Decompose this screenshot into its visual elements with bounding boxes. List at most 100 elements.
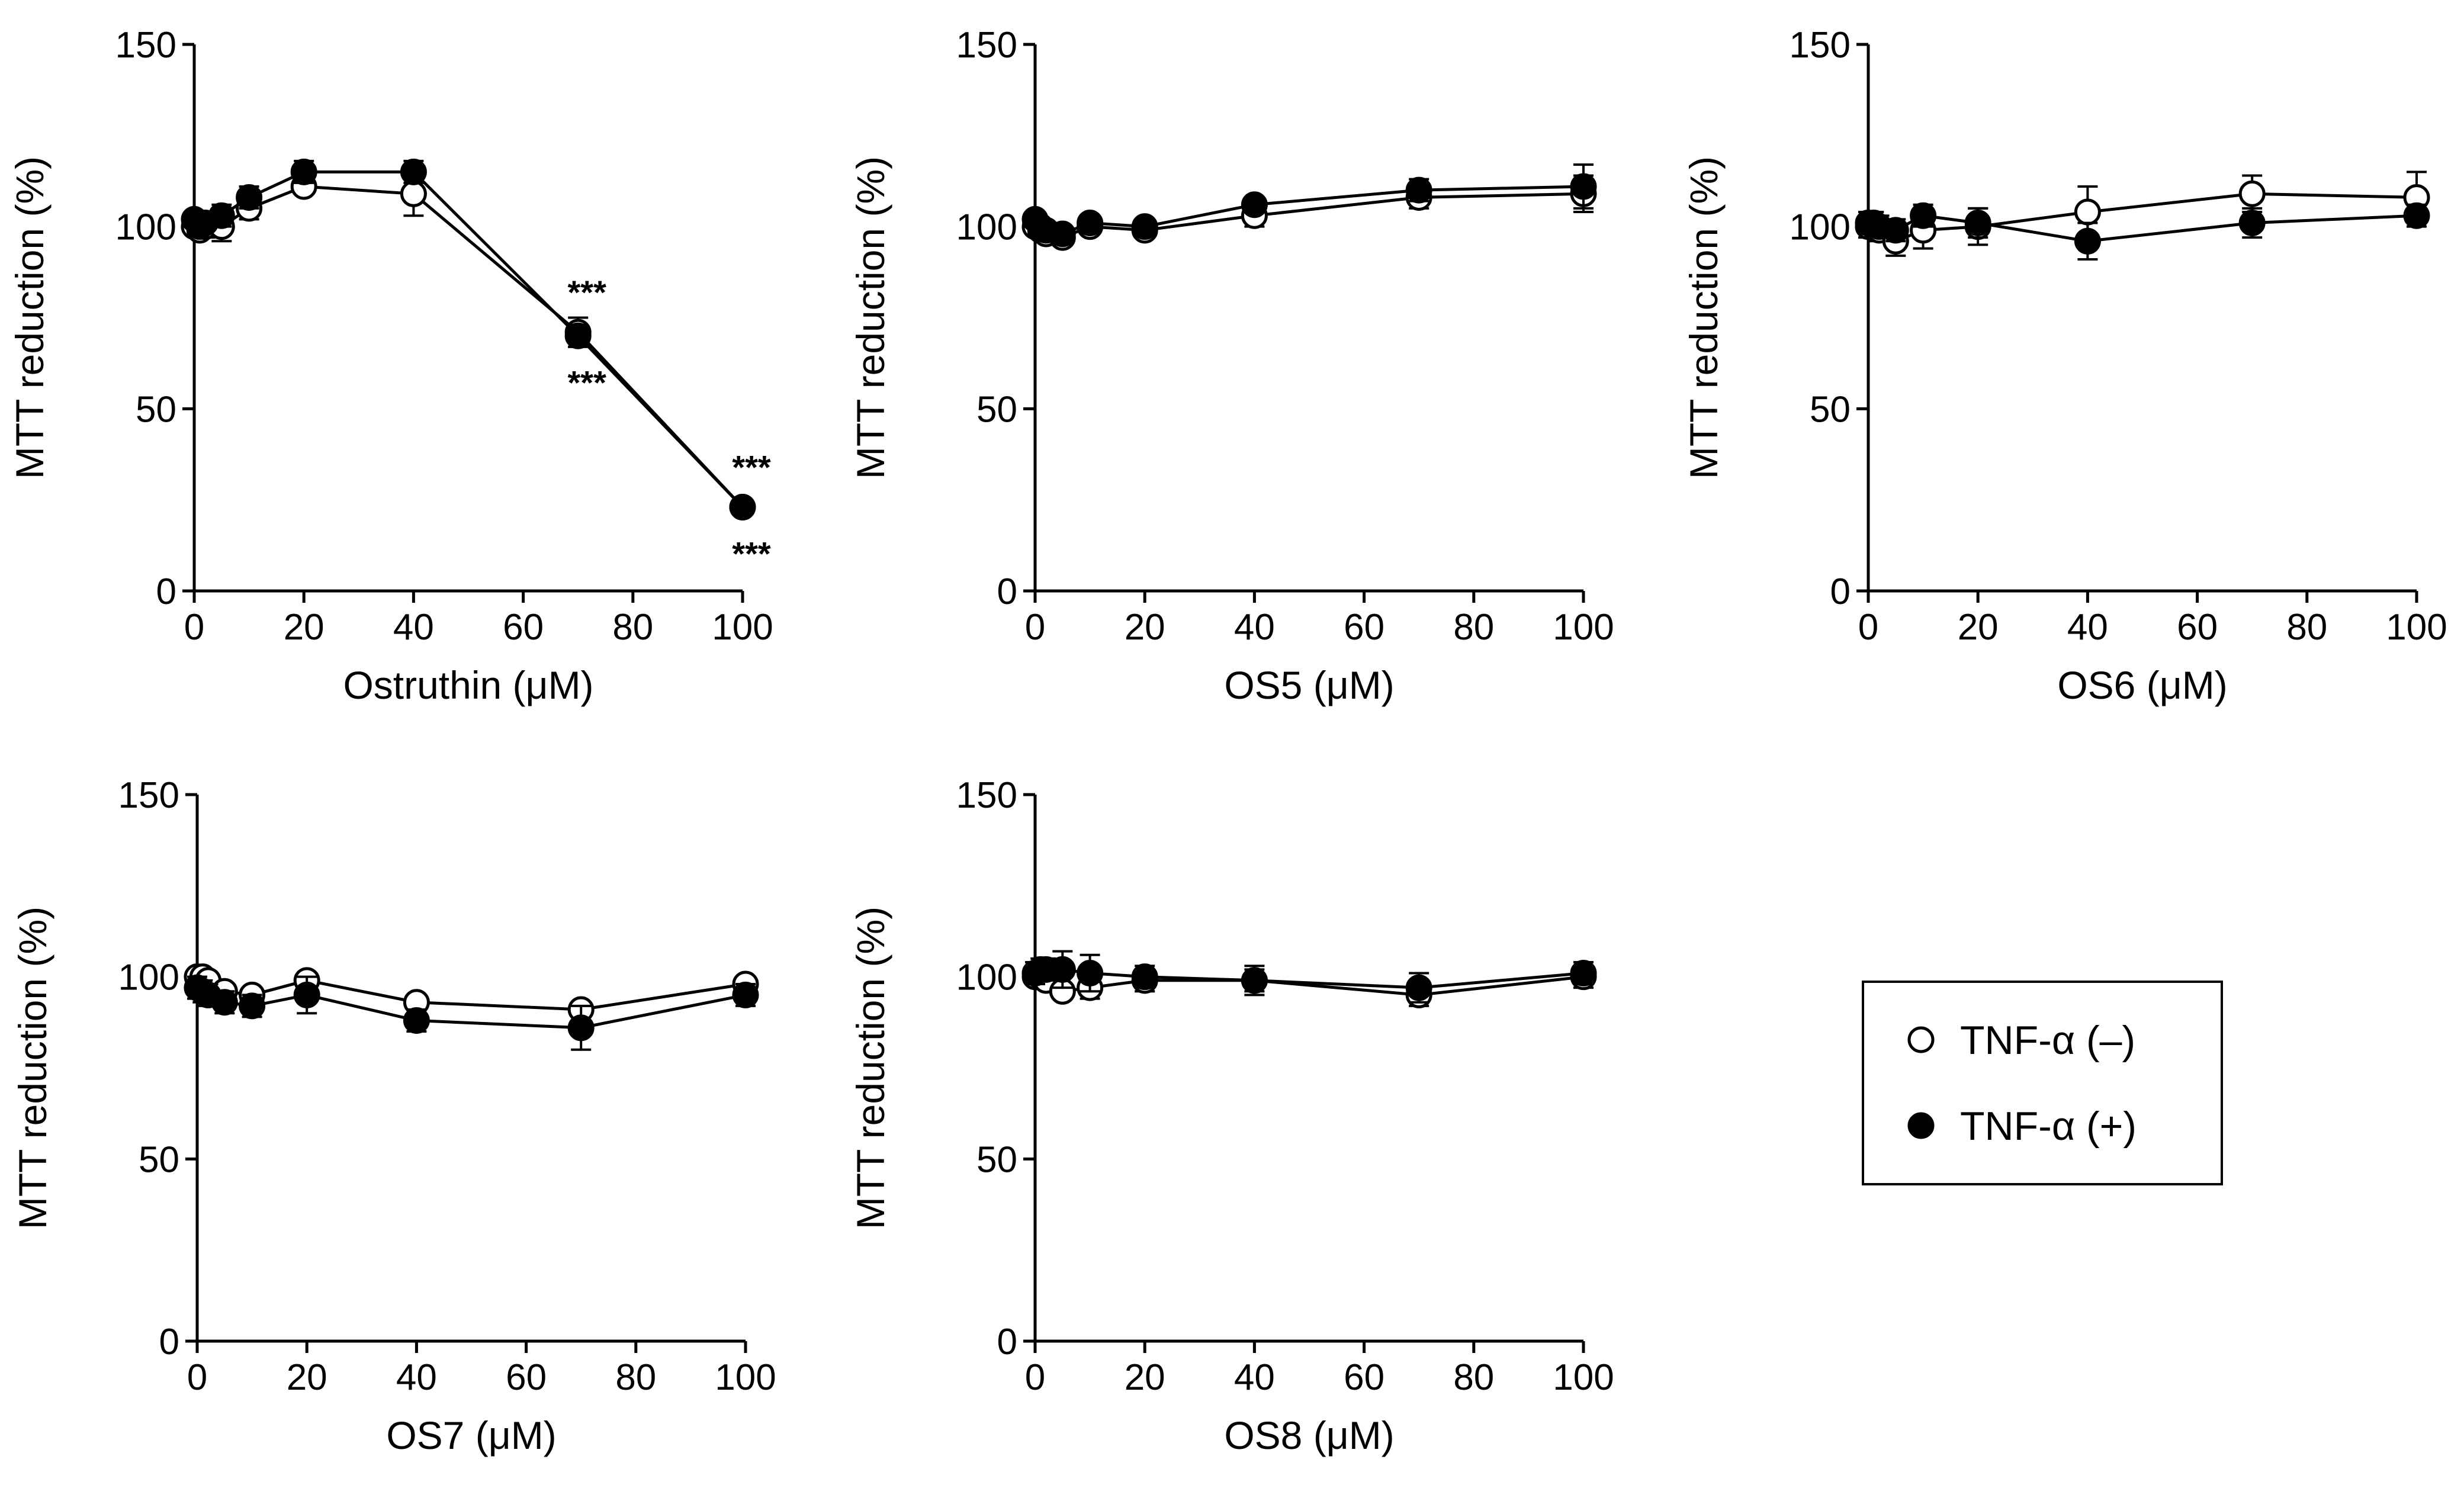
x-tick-label: 20 <box>1125 1357 1165 1398</box>
y-tick-label: 0 <box>159 1322 179 1362</box>
x-tick-label: 40 <box>396 1357 437 1398</box>
panel-os8: 0 50 100 150 0 20 40 60 80 100 OS8 (μM) MTT reducti… <box>849 775 1614 1457</box>
x-tick-label: 80 <box>612 607 653 648</box>
panel-ostruthin: 0 50 100 150 0 20 40 60 80 100 Ostruthin (μM) MTT r… <box>8 25 773 707</box>
series-tnf-plus <box>1021 163 1597 248</box>
x-axis-title: Ostruthin (μM) <box>343 663 593 707</box>
data-point <box>239 992 266 1020</box>
y-tick-label: 150 <box>115 25 176 66</box>
x-tick-label: 0 <box>1858 607 1878 648</box>
y-axis-title: MTT reduction (%) <box>849 907 892 1229</box>
series-tnf-minus <box>181 171 756 520</box>
x-tick-label: 40 <box>1234 607 1275 648</box>
legend: TNF-α (–) TNF-α (+) <box>1862 981 2223 1185</box>
legend-label-tnf-minus: TNF-α (–) <box>1960 1018 2135 1063</box>
y-tick-label: 50 <box>1810 389 1851 430</box>
y-tick-label: 150 <box>1790 25 1851 66</box>
data-point <box>211 989 238 1016</box>
data-point <box>2238 180 2266 207</box>
x-axis-title: OS8 (μM) <box>1224 1413 1394 1457</box>
series-tnf-minus <box>1021 963 1597 1008</box>
panel-os6: 0 50 100 150 0 20 40 60 80 100 OS6 (μM) MTT reducti… <box>1682 25 2447 707</box>
data-point <box>732 981 759 1008</box>
series-line <box>197 975 746 1011</box>
data-point <box>1131 963 1158 991</box>
legend-box <box>1862 981 2223 1185</box>
data-point <box>729 493 756 520</box>
x-tick-label: 40 <box>2067 607 2108 648</box>
y-axis-title: MTT reduction (%) <box>1682 156 1726 479</box>
series-tnf-plus <box>1855 202 2430 261</box>
panels: 0 50 100 150 0 20 40 60 80 100 Ostruthin (μM) MTT r… <box>8 25 2447 1457</box>
significance-label: *** <box>568 274 607 311</box>
y-tick-label: 100 <box>956 957 1017 998</box>
significance-label: *** <box>568 364 607 401</box>
y-tick-label: 100 <box>1790 207 1851 248</box>
data-point <box>1405 176 1432 204</box>
data-point <box>564 322 592 349</box>
data-point <box>1241 967 1268 994</box>
x-tick-label: 0 <box>1025 607 1045 648</box>
data-point <box>403 1007 430 1034</box>
y-tick-label: 100 <box>118 957 179 998</box>
x-tick-label: 100 <box>712 607 773 648</box>
y-tick-label: 50 <box>976 1139 1017 1180</box>
series-tnf-minus <box>1855 171 2430 257</box>
y-tick-label: 50 <box>139 1139 179 1180</box>
x-tick-label: 60 <box>2177 607 2218 648</box>
data-point <box>1131 213 1158 240</box>
x-tick-label: 80 <box>615 1357 656 1398</box>
x-axis-title: OS7 (μM) <box>386 1413 556 1457</box>
y-tick-label: 150 <box>956 775 1017 816</box>
data-point <box>1049 220 1076 248</box>
data-point <box>1910 202 1937 229</box>
x-tick-label: 60 <box>1344 1357 1384 1398</box>
y-tick-label: 0 <box>156 571 176 612</box>
series-tnf-plus <box>184 974 759 1051</box>
y-tick-label: 100 <box>956 207 1017 248</box>
x-tick-label: 20 <box>1958 607 1999 648</box>
data-point <box>1570 960 1597 987</box>
data-point <box>1049 956 1076 983</box>
x-tick-label: 20 <box>287 1357 327 1398</box>
data-point <box>208 202 235 229</box>
x-tick-label: 60 <box>1344 607 1384 648</box>
x-tick-label: 80 <box>1453 607 1494 648</box>
legend-marker-filled <box>1907 1112 1935 1139</box>
y-axis-title: MTT reduction (%) <box>8 156 52 479</box>
x-tick-label: 100 <box>2386 607 2447 648</box>
series-line <box>196 986 746 1030</box>
x-tick-label: 40 <box>393 607 434 648</box>
series-tnf-plus <box>181 158 756 520</box>
series-tnf-plus <box>1021 950 1597 1004</box>
legend-label-tnf-plus: TNF-α (+) <box>1960 1104 2137 1149</box>
data-point <box>400 180 427 207</box>
data-point <box>290 158 317 185</box>
data-point <box>1241 191 1268 218</box>
x-tick-label: 40 <box>1234 1357 1275 1398</box>
data-point <box>236 184 263 211</box>
series-line <box>193 170 744 509</box>
data-point <box>1570 173 1597 200</box>
data-point <box>2238 210 2266 237</box>
x-tick-label: 100 <box>715 1357 776 1398</box>
data-point <box>1405 974 1432 1001</box>
y-tick-label: 0 <box>997 1322 1017 1362</box>
data-point <box>567 1014 595 1042</box>
x-tick-label: 100 <box>1553 1357 1614 1398</box>
data-point <box>293 981 320 1008</box>
x-tick-label: 0 <box>187 1357 207 1398</box>
data-point <box>1964 210 1991 237</box>
x-axis-title: OS6 (μM) <box>2057 663 2227 707</box>
y-tick-label: 150 <box>956 25 1017 66</box>
x-tick-label: 0 <box>184 607 204 648</box>
x-tick-label: 60 <box>506 1357 547 1398</box>
data-point <box>2074 227 2101 255</box>
x-tick-label: 0 <box>1025 1357 1045 1398</box>
series-line <box>193 185 744 509</box>
y-axis-title: MTT reduction (%) <box>11 907 54 1229</box>
x-tick-label: 80 <box>2286 607 2327 648</box>
x-tick-label: 60 <box>503 607 544 648</box>
data-point <box>1882 217 1909 244</box>
data-point <box>1077 960 1104 987</box>
